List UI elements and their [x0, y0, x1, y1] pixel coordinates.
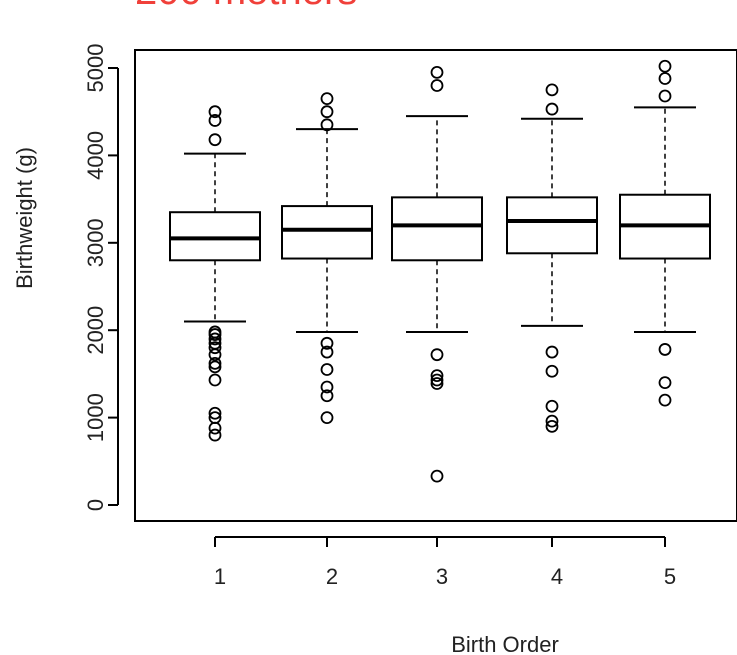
outlier-point [545, 414, 559, 428]
outlier-point [208, 360, 222, 374]
outlier-point [208, 421, 222, 435]
box-group-1 [169, 105, 261, 442]
y-tick-label: 0 [83, 499, 108, 511]
outlier-point [430, 65, 444, 79]
box-group-2 [281, 92, 373, 425]
outlier-point [320, 336, 334, 350]
x-axis-title: Birth Order [451, 632, 559, 655]
outlier-point [208, 357, 222, 370]
boxes-group [169, 59, 711, 483]
outlier-point [430, 79, 444, 92]
iqr-box [281, 205, 373, 260]
iqr-box [169, 211, 261, 262]
outlier-point [545, 399, 559, 413]
outlier-point [320, 380, 334, 394]
outlier-point [545, 102, 559, 116]
outlier-point [320, 345, 334, 359]
outlier-point [430, 369, 444, 383]
box-group-5 [619, 59, 711, 407]
outlier-point [658, 376, 672, 390]
outlier-point [320, 389, 334, 403]
outlier-point [545, 345, 559, 359]
outlier-point [430, 469, 444, 483]
outlier-point [430, 377, 444, 390]
outlier-point [658, 343, 672, 356]
y-tick-label: 5000 [83, 44, 108, 93]
x-axis: 1 2 3 4 5 [214, 536, 676, 589]
x-tick-label: 4 [551, 564, 563, 589]
outlier-point [658, 59, 672, 73]
outlier-point [208, 105, 222, 119]
outlier-point [320, 363, 334, 376]
outlier-point [208, 348, 222, 362]
box-group-4 [506, 83, 598, 433]
x-tick-label: 1 [214, 564, 226, 589]
outlier-point [208, 341, 222, 355]
iqr-box [391, 196, 483, 262]
outlier-point [658, 72, 672, 85]
y-tick-label: 1000 [83, 393, 108, 442]
outlier-point [545, 364, 559, 378]
outlier-point [208, 373, 222, 387]
outlier-point [545, 83, 559, 97]
outlier-point [208, 428, 222, 442]
outlier-point [320, 118, 334, 132]
outlier-point [320, 105, 334, 119]
plot-frame [134, 49, 737, 522]
x-tick-label: 2 [326, 564, 338, 589]
x-tick-label: 3 [436, 564, 448, 589]
y-axis: 0 1000 2000 3000 4000 5000 [83, 44, 119, 511]
y-axis-title: Birthweight (g) [12, 147, 37, 289]
outlier-point [320, 92, 334, 105]
box-group-3 [391, 65, 483, 483]
outlier-point [208, 133, 222, 147]
outlier-point [208, 114, 222, 127]
y-tick-label: 3000 [83, 218, 108, 267]
outlier-point [658, 89, 672, 103]
y-tick-label: 2000 [83, 306, 108, 355]
outlier-point [208, 406, 222, 420]
outlier-point [658, 393, 672, 407]
y-tick-label: 4000 [83, 131, 108, 180]
chart-title: 200 mothers [135, 0, 357, 13]
outlier-point [208, 328, 222, 341]
outlier-point [320, 411, 334, 425]
outlier-point [545, 419, 559, 433]
x-tick-label: 5 [664, 564, 676, 589]
outlier-point [208, 332, 222, 346]
iqr-box [506, 196, 598, 255]
outlier-point [430, 373, 444, 387]
outlier-point [430, 348, 444, 362]
